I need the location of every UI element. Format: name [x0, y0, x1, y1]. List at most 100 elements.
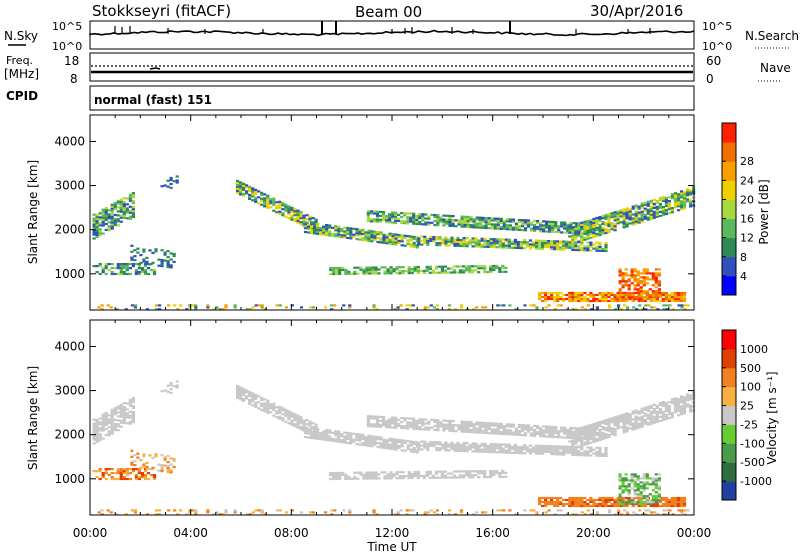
power-cell — [553, 248, 557, 251]
velocity-cell — [682, 498, 687, 502]
power-cell — [551, 228, 555, 231]
power-cell — [113, 267, 117, 270]
velocity-cell — [559, 451, 563, 454]
velocity-cell — [580, 448, 584, 451]
power-cell — [454, 225, 458, 228]
power-cell — [504, 240, 508, 243]
velocity-cell — [498, 451, 502, 454]
power-cell — [583, 299, 587, 303]
velocity-cell — [391, 446, 395, 449]
power-cell — [475, 216, 479, 219]
power-cell — [475, 224, 479, 227]
power-cell — [131, 210, 135, 213]
power-cell — [486, 243, 490, 246]
colorbar-swatch — [722, 256, 736, 277]
velocity-cell — [378, 423, 383, 426]
power-cell — [618, 268, 622, 271]
power-cell — [328, 234, 332, 237]
velocity-cell — [434, 476, 438, 479]
velocity-cell — [107, 468, 111, 471]
power-cell — [670, 291, 674, 295]
velocity-cell — [514, 433, 518, 436]
velocity-cell — [640, 407, 644, 410]
power-cell — [424, 223, 428, 226]
power-cell — [523, 221, 528, 224]
power-cell — [130, 244, 134, 247]
power-cell — [113, 208, 117, 211]
power-cell — [655, 209, 659, 212]
velocity-cell — [400, 421, 404, 424]
power-cell — [352, 227, 356, 230]
velocity-cell — [110, 414, 114, 417]
velocity-cell — [366, 419, 370, 422]
velocity-cell — [536, 432, 540, 436]
velocity-cell — [547, 509, 551, 512]
velocity-cell — [640, 419, 644, 422]
power-cell — [266, 206, 270, 209]
power-cell — [504, 244, 508, 247]
power-cell — [676, 193, 681, 196]
velocity-cell — [440, 474, 444, 477]
velocity-cell — [397, 424, 401, 427]
velocity-cell — [560, 430, 564, 433]
velocity-cell — [667, 405, 671, 408]
velocity-cell — [568, 451, 572, 454]
power-cell — [391, 241, 395, 244]
velocity-cell — [589, 429, 593, 432]
power-cell — [657, 274, 661, 277]
power-cell — [104, 209, 108, 212]
velocity-cell — [465, 474, 469, 477]
velocity-cell — [627, 493, 631, 496]
power-cell — [616, 216, 620, 219]
power-cell — [456, 242, 460, 245]
velocity-cell — [439, 421, 443, 424]
velocity-cell — [502, 425, 506, 428]
power-cell — [353, 266, 357, 269]
velocity-cell — [364, 438, 368, 441]
velocity-cell — [342, 509, 346, 512]
velocity-cell — [670, 416, 674, 419]
velocity-cell — [459, 443, 463, 447]
velocity-cell — [574, 434, 578, 437]
velocity-cell — [624, 503, 628, 506]
velocity-cell — [373, 441, 377, 444]
power-cell — [128, 211, 132, 214]
velocity-cell — [481, 431, 485, 434]
power-cell — [287, 207, 291, 210]
power-cell — [667, 202, 671, 205]
velocity-cell — [412, 423, 416, 426]
power-cell — [389, 272, 393, 275]
velocity-cell — [352, 438, 356, 441]
power-cell — [107, 215, 111, 218]
power-cell — [625, 221, 629, 224]
velocity-cell — [110, 430, 114, 433]
velocity-cell — [308, 420, 312, 423]
velocity-cell — [113, 409, 117, 412]
power-cell — [319, 233, 323, 236]
velocity-cell — [427, 420, 431, 423]
power-cell — [263, 193, 267, 196]
power-cell — [548, 222, 552, 225]
velocity-cell — [637, 498, 641, 502]
velocity-cell — [495, 445, 499, 448]
velocity-cell — [413, 472, 417, 476]
power-cell — [248, 195, 252, 198]
power-cell — [335, 270, 339, 274]
power-cell — [469, 226, 473, 229]
velocity-cell — [340, 439, 344, 442]
power-cell — [375, 212, 380, 215]
power-cell — [501, 266, 505, 269]
velocity-cell — [236, 384, 240, 388]
velocity-cell — [492, 445, 496, 448]
velocity-cell — [670, 500, 674, 504]
power-cell — [683, 308, 687, 311]
power-cell — [580, 295, 584, 299]
power-cell — [131, 208, 135, 211]
power-cell — [158, 308, 162, 311]
power-cell — [505, 226, 509, 229]
power-cell — [604, 293, 608, 297]
power-cell — [296, 213, 300, 216]
power-cell — [501, 270, 505, 273]
power-cell — [266, 194, 270, 197]
power-cell — [550, 242, 554, 245]
